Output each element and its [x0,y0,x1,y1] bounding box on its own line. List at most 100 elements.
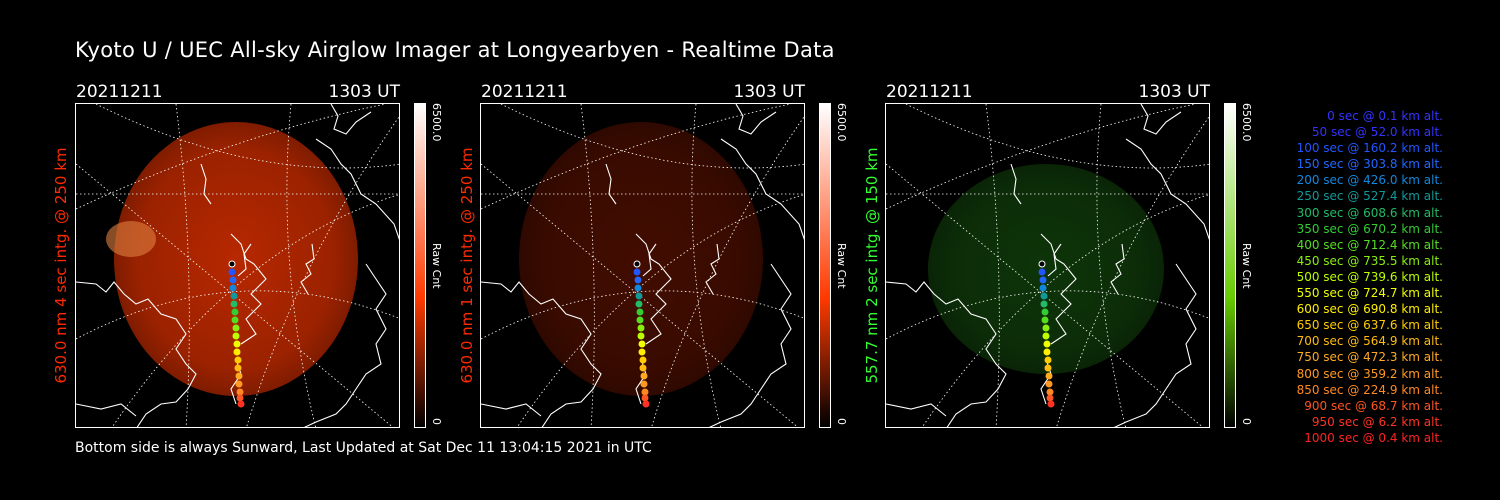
trajectory-point [237,400,245,408]
trajectory-point [1046,394,1054,402]
trajectory-point [639,356,647,364]
coastline [642,243,657,277]
trajectory-point [233,348,241,356]
trajectory-point [636,316,644,324]
trajectory-point [236,394,244,402]
legend-item: 950 sec @ 6.2 km alt. [1311,414,1443,429]
coastline [1140,104,1182,135]
legend-item: 300 sec @ 608.6 km alt. [1296,205,1443,220]
trajectory-point [641,388,649,396]
grid-line [905,104,1209,169]
trajectory-point [1046,388,1054,396]
legend-item: 450 sec @ 735.5 km alt. [1296,253,1443,268]
coastline [303,263,387,427]
panel-1-time: 1303 UT [328,82,401,102]
panel-3-date: 20211211 [886,82,973,102]
trajectory-point [635,292,643,300]
panel-1-date: 20211211 [76,82,163,102]
legend-item: 150 sec @ 303.8 km alt. [1296,157,1443,172]
coastline [200,163,212,205]
coastline [76,403,137,417]
grid-line [1096,104,1126,427]
legend-item: 400 sec @ 712.4 km alt. [1296,237,1443,252]
trajectory-point [1039,284,1047,292]
trajectory-point [1042,332,1050,340]
trajectory-point [235,380,243,388]
coastline [330,104,372,135]
panel-2-time: 1303 UT [733,82,806,102]
panel-3-image [885,103,1210,428]
panel-2-cbar-min: 0 [835,418,848,425]
legend-item: 650 sec @ 637.6 km alt. [1296,318,1443,333]
panel-2-colorbar [819,103,831,428]
legend-item: 200 sec @ 426.0 km alt. [1296,173,1443,188]
trajectory-point [1044,364,1052,372]
legend-item: 100 sec @ 160.2 km alt. [1296,141,1443,156]
trajectory-point [633,268,641,276]
trajectory-point [640,380,648,388]
coastline [886,403,947,417]
legend-item: 350 sec @ 670.2 km alt. [1296,221,1443,236]
legend-item: 850 sec @ 224.9 km alt. [1296,382,1443,397]
coastline [735,104,777,135]
coastline [708,263,792,427]
grid-line [500,104,804,169]
legend-item: 1000 sec @ 0.4 km alt. [1304,430,1443,445]
trajectory-point [231,308,239,316]
trajectory-point [1038,260,1046,268]
trajectory-point [637,332,645,340]
airglow-map [886,104,1209,427]
coastline [230,233,267,345]
trajectory-point [234,356,242,364]
trajectory-point [642,400,650,408]
panel-1-ylabel: 630.0 nm 4 sec intg. @ 250 km [52,147,70,384]
coastline [886,281,1007,427]
trajectory-point [1039,276,1047,284]
coastline [315,138,399,240]
trajectory-point [1038,268,1046,276]
panel-1-colorbar [414,103,426,428]
coastline [300,243,315,295]
coastline [237,243,252,277]
coastline [1113,263,1197,427]
coastline [605,163,617,205]
legend-item: 500 sec @ 739.6 km alt. [1296,269,1443,284]
trajectory-point [228,268,236,276]
legend-item: 600 sec @ 690.8 km alt. [1296,302,1443,317]
trajectory-point [638,348,646,356]
trajectory-point [638,340,646,348]
panel-2-ylabel: 630.0 nm 1 sec intg. @ 250 km [458,147,476,384]
airglow-bright-spot [106,221,156,257]
trajectory-point [633,260,641,268]
coastline [76,281,197,427]
trajectory-point [233,340,241,348]
trajectory-point [1041,316,1049,324]
trajectory-point [1045,380,1053,388]
page-title: Kyoto U / UEC All-sky Airglow Imager at … [75,38,835,62]
trajectory-point [1040,292,1048,300]
legend-item: 0 sec @ 0.1 km alt. [1327,109,1443,123]
panel-1-cbar-max: 6500.0 [430,103,443,142]
airglow-field [928,164,1164,374]
trajectory-point [228,260,236,268]
panel-1-cbar-unit: Raw Cnt [430,243,443,289]
grid-line [886,290,1209,340]
grid-line [95,104,399,169]
trajectory-point [1045,372,1053,380]
coastline [1047,243,1062,277]
trajectory-point [234,364,242,372]
grid-line [286,104,316,427]
coastline [481,403,542,417]
trajectory-point [229,276,237,284]
trajectory-point [639,364,647,372]
airglow-map [76,104,399,427]
trajectory-point [640,372,648,380]
panel-3-colorbar [1224,103,1236,428]
grid-line [76,290,399,340]
airglow-field [519,122,763,396]
trajectory-point [636,308,644,316]
trajectory-point [236,388,244,396]
trajectory-point [235,372,243,380]
panel-2-image [480,103,805,428]
coastline [481,281,602,427]
